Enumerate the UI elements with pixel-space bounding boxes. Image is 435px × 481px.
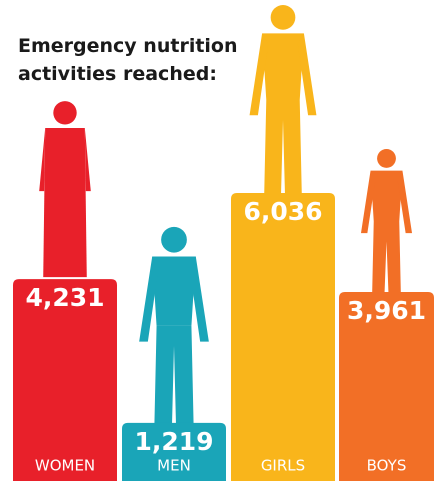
arm — [39, 128, 46, 192]
body — [43, 128, 87, 278]
bar — [122, 422, 226, 481]
legs — [372, 221, 401, 295]
chart-title: Emergency nutrition activities reached: — [18, 35, 238, 85]
category-label: MEN — [157, 457, 191, 475]
legs — [154, 325, 194, 425]
head — [377, 149, 396, 168]
bar — [13, 279, 117, 481]
value-label: 6,036 — [243, 197, 322, 226]
arm — [84, 128, 91, 192]
arms — [139, 256, 209, 342]
silhouette — [139, 226, 209, 425]
legs — [264, 100, 302, 195]
value-label: 3,961 — [347, 296, 426, 325]
category-label: GIRLS — [261, 457, 305, 475]
head — [161, 226, 187, 253]
silhouette — [249, 5, 317, 195]
category-label: BOYS — [367, 457, 407, 475]
head — [270, 5, 296, 30]
torso — [152, 256, 196, 326]
arms — [249, 33, 317, 116]
head — [53, 101, 77, 125]
arms — [360, 170, 413, 234]
value-label: 4,231 — [25, 283, 104, 312]
value-label: 1,219 — [134, 427, 213, 456]
torso — [262, 33, 304, 100]
category-label: WOMEN — [35, 457, 95, 475]
bar — [231, 193, 335, 481]
silhouette — [360, 149, 413, 295]
bar — [339, 292, 434, 481]
silhouette — [39, 101, 91, 278]
torso — [370, 170, 403, 222]
